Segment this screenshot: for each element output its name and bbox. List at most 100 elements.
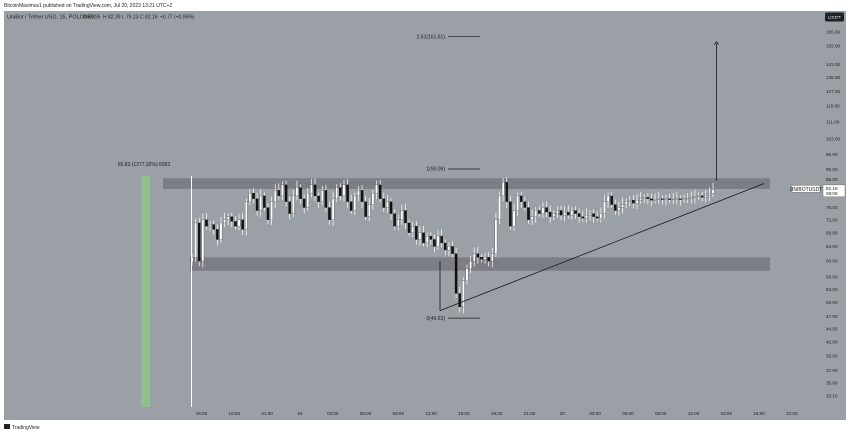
- candle: [505, 177, 509, 208]
- ascending-trendline: [439, 183, 765, 312]
- candle: [657, 191, 661, 204]
- candle: [234, 216, 237, 230]
- candle-body: [494, 219, 498, 254]
- y-tick-label-0: 33.10: [826, 393, 838, 398]
- y-tick-label-3: 39.50: [826, 353, 838, 358]
- candle: [368, 197, 371, 221]
- candle-body: [552, 213, 556, 217]
- candle-body: [679, 198, 682, 200]
- x-tick-label-15: 12:00: [688, 411, 700, 416]
- annotations-layer: 85.83 (1277.92%) 8383 2.61(161.61) 1(90.09…: [118, 34, 765, 407]
- candle: [704, 189, 708, 203]
- candle: [519, 191, 523, 208]
- y-tick-label-9: 56.00: [826, 274, 838, 279]
- currency-badge[interactable]: [825, 12, 844, 22]
- candle-body: [436, 235, 440, 247]
- candle: [614, 199, 617, 215]
- candle: [668, 193, 671, 204]
- y-tick-label-17: 90.00: [826, 167, 838, 172]
- candle-body: [577, 213, 581, 217]
- candle: [219, 216, 223, 243]
- ohlc-low-value: 79.23: [126, 15, 139, 21]
- candle-body: [585, 214, 588, 219]
- candle-body: [668, 198, 671, 200]
- candle: [205, 212, 208, 230]
- candle: [353, 192, 357, 215]
- candle: [429, 231, 433, 245]
- x-tick-label-5: 06:00: [360, 411, 372, 416]
- y-tick-label-26: 165.00: [826, 30, 840, 35]
- candle-body: [415, 226, 418, 240]
- candle: [509, 195, 512, 230]
- candle-body: [353, 195, 357, 211]
- y-tick-label-24: 143.00: [826, 62, 840, 67]
- x-tick-label-2: 21:00: [261, 411, 273, 416]
- candle: [545, 201, 548, 218]
- candle-body: [606, 195, 610, 202]
- candles-layer: [190, 177, 715, 314]
- candle: [567, 205, 570, 219]
- candle: [487, 252, 490, 267]
- candle: [375, 180, 378, 200]
- y-tick-label-19: 103.00: [826, 136, 840, 141]
- candle-body: [281, 184, 284, 197]
- candle-body: [454, 253, 458, 294]
- candle: [671, 193, 675, 204]
- candle-body: [711, 189, 715, 194]
- candle: [679, 195, 682, 206]
- candle-body: [328, 207, 331, 220]
- candle-body: [559, 210, 563, 216]
- candle-body: [574, 210, 577, 214]
- candle: [393, 209, 396, 230]
- candle: [360, 185, 364, 208]
- candle: [197, 217, 201, 267]
- candle-body: [671, 198, 675, 200]
- candle: [411, 221, 414, 238]
- candle-body: [534, 210, 537, 217]
- candle: [708, 187, 711, 202]
- candle: [433, 234, 436, 253]
- candle-body: [364, 201, 367, 217]
- y-tick-label-13: 72.00: [826, 217, 838, 222]
- y-tick-label-6: 47.00: [826, 314, 838, 319]
- candle: [320, 186, 324, 206]
- candle-body: [244, 201, 248, 230]
- candle-body: [219, 222, 223, 240]
- candle: [697, 192, 700, 200]
- candle-body: [382, 198, 386, 208]
- candle-body: [425, 235, 429, 244]
- candle-body: [346, 184, 349, 202]
- candle-body: [595, 216, 599, 219]
- candle: [617, 201, 621, 216]
- candle: [378, 179, 382, 203]
- candle: [650, 193, 653, 207]
- x-tick-label-7: 12:00: [425, 411, 437, 416]
- candle: [628, 195, 632, 206]
- price-label-price: 82.16: [826, 186, 838, 191]
- candle-body: [700, 195, 704, 198]
- candle-body: [614, 204, 617, 211]
- candle: [415, 221, 418, 245]
- ohlc-change-value: +0.77 (+0.95%): [160, 15, 195, 21]
- candle: [382, 192, 386, 212]
- candle-body: [205, 219, 208, 227]
- candle-body: [483, 257, 487, 260]
- y-tick-label-10: 60.00: [826, 259, 838, 264]
- price-label-countdown: 08:08: [826, 191, 838, 196]
- candle: [548, 205, 552, 223]
- x-axis-panel: [4, 407, 846, 420]
- zone-1: [190, 257, 770, 271]
- candle-body: [443, 242, 447, 251]
- ohlc-high-value: 82.39: [108, 15, 121, 21]
- candle-body: [400, 210, 404, 220]
- candle-body: [411, 226, 414, 233]
- x-tick-label-9: 18:00: [491, 411, 503, 416]
- fib-label-2: 0(46.63): [426, 316, 445, 322]
- x-tick-label-11: 20: [560, 411, 566, 416]
- y-tick-label-18: 96.00: [826, 152, 838, 157]
- candle-body: [682, 198, 686, 200]
- candle-body: [686, 198, 689, 200]
- candle: [530, 209, 534, 226]
- candle: [581, 210, 585, 222]
